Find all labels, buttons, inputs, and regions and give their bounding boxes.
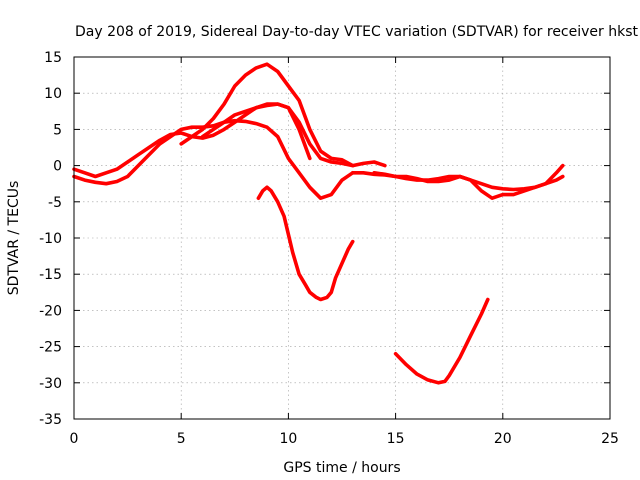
trace-2-line bbox=[72, 102, 355, 179]
trace-8-line bbox=[393, 297, 490, 385]
y-tick-label: 0 bbox=[53, 159, 62, 175]
y-tick-label: 10 bbox=[44, 86, 62, 102]
chart-title: Day 208 of 2019, Sidereal Day-to-day VTE… bbox=[75, 24, 638, 40]
trace-1-line bbox=[72, 118, 355, 200]
x-tick-label: 15 bbox=[387, 431, 405, 447]
x-tick-label: 0 bbox=[70, 431, 79, 447]
y-tick-label: 5 bbox=[53, 122, 62, 138]
x-tick-label: 5 bbox=[177, 431, 186, 447]
y-tick-label: -15 bbox=[39, 267, 62, 283]
y-tick-label: -10 bbox=[39, 231, 62, 247]
grid-lines bbox=[74, 57, 610, 419]
y-tick-label: -20 bbox=[39, 303, 62, 319]
y-tick-label: -30 bbox=[39, 376, 62, 392]
y-tick-labels: 15 10 5 0 -5 -10 -15 -20 -25 -30 -35 bbox=[39, 50, 62, 428]
trace-4-line bbox=[200, 102, 312, 161]
trace-3-line bbox=[179, 62, 387, 168]
x-tick-label: 10 bbox=[279, 431, 297, 447]
y-tick-label: -5 bbox=[48, 195, 62, 211]
x-axis-label: GPS time / hours bbox=[283, 460, 400, 476]
data-series bbox=[72, 62, 565, 385]
y-axis-label: SDTVAR / TECUs bbox=[6, 181, 22, 296]
trace-7-line bbox=[256, 185, 355, 302]
axis-ticks bbox=[73, 56, 611, 420]
y-tick-label: 15 bbox=[44, 50, 62, 66]
x-tick-labels: 0 5 10 15 20 25 bbox=[70, 431, 619, 447]
x-tick-label: 20 bbox=[494, 431, 512, 447]
trace-6-line bbox=[372, 163, 565, 200]
y-tick-label: -35 bbox=[39, 412, 62, 428]
y-tick-label: -25 bbox=[39, 340, 62, 356]
x-tick-label: 25 bbox=[601, 431, 619, 447]
